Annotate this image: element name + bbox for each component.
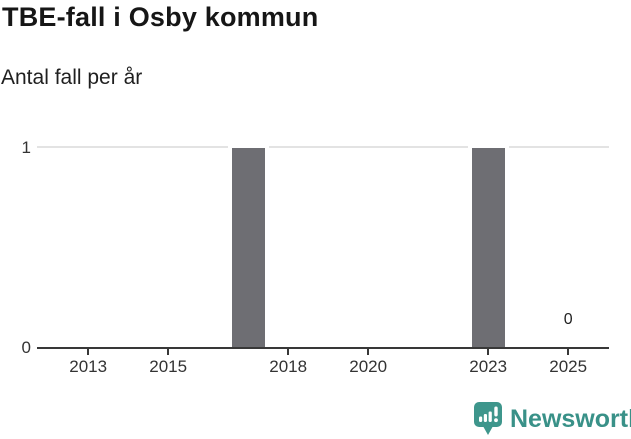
- newsworthy-logo-icon: [474, 402, 502, 435]
- x-tick-2023: [487, 349, 490, 355]
- gridline-gap: [467, 145, 509, 150]
- x-tick-2025: [567, 349, 570, 355]
- logo-exclamation-dot: [494, 418, 498, 423]
- logo-exclamation-stroke: [494, 406, 498, 417]
- bar-2017: [231, 148, 265, 348]
- x-tick-label-2018: 2018: [269, 357, 308, 376]
- y-tick-label-1: 1: [21, 138, 31, 157]
- x-tick-2020: [367, 349, 370, 355]
- y-tick-label-0: 0: [21, 338, 31, 357]
- x-tick-2018: [287, 349, 290, 355]
- bar-2023: [471, 148, 505, 348]
- x-tick-label-2015: 2015: [149, 357, 188, 376]
- x-axis-line: [37, 347, 609, 349]
- x-tick-label-2020: 2020: [349, 357, 388, 376]
- chart-title: TBE-fall i Osby kommun: [2, 2, 319, 32]
- value-label-2025: 0: [563, 311, 573, 328]
- chart-subtitle: Antal fall per år: [1, 66, 143, 89]
- x-tick-2015: [167, 349, 170, 355]
- x-tick-2013: [87, 349, 90, 355]
- gridline-gap: [227, 145, 269, 150]
- x-tick-label-2025: 2025: [549, 357, 588, 376]
- x-tick-label-2013: 2013: [69, 357, 108, 376]
- logo-mini-bars: [479, 406, 498, 423]
- x-tick-label-2023: 2023: [469, 357, 508, 376]
- brand-footer: Newsworthy: [474, 402, 631, 436]
- brand-name: Newsworthy: [510, 405, 631, 433]
- y-gridline: [37, 146, 609, 148]
